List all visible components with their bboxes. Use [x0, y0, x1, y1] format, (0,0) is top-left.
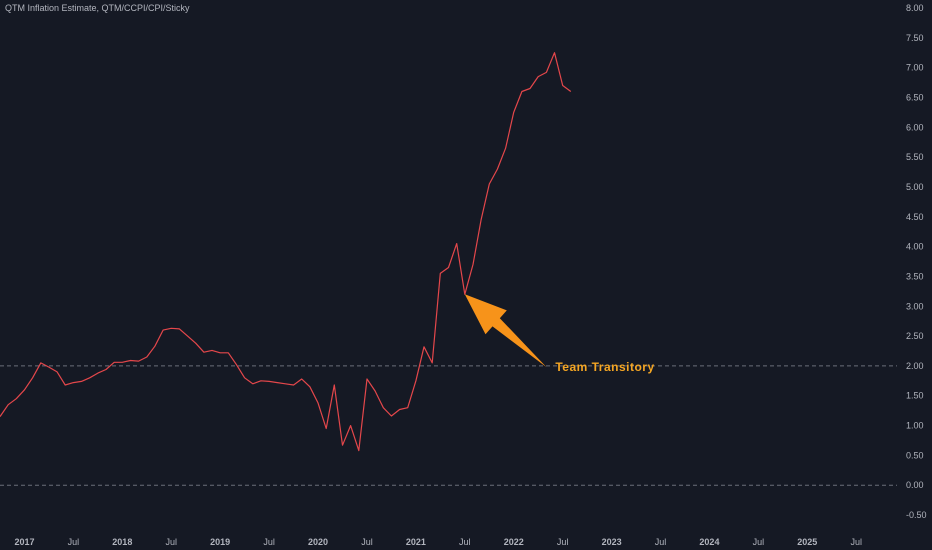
- y-tick-label: 1.00: [906, 421, 924, 431]
- x-tick-label: 2024: [699, 537, 719, 547]
- x-tick-label: Jul: [361, 537, 373, 547]
- y-tick-label: 3.00: [906, 301, 924, 311]
- y-tick-label: 3.50: [906, 271, 924, 281]
- y-tick-label: 6.00: [906, 122, 924, 132]
- y-tick-label: 2.50: [906, 331, 924, 341]
- y-tick-label: 1.50: [906, 391, 924, 401]
- y-tick-label: 6.50: [906, 92, 924, 102]
- y-tick-label: -0.50: [906, 510, 927, 520]
- x-tick-label: 2019: [210, 537, 230, 547]
- x-tick-label: Jul: [68, 537, 80, 547]
- x-tick-label: Jul: [459, 537, 471, 547]
- y-tick-label: 0.50: [906, 450, 924, 460]
- series-line-0: [0, 52, 572, 452]
- y-tick-label: 0.00: [906, 480, 924, 490]
- annotation-group: Team Transitory: [464, 294, 654, 374]
- x-tick-label: 2021: [406, 537, 426, 547]
- x-tick-label: 2023: [602, 537, 622, 547]
- x-tick-label: Jul: [165, 537, 177, 547]
- annotation-arrow: [464, 294, 547, 368]
- x-tick-label: 2018: [112, 537, 132, 547]
- reference-lines: [0, 365, 897, 486]
- x-tick-label: Jul: [753, 537, 765, 547]
- x-tick-label: Jul: [263, 537, 275, 547]
- x-tick-label: 2020: [308, 537, 328, 547]
- x-tick-label: Jul: [557, 537, 569, 547]
- y-axis-ticks: 8.00 7.50 7.00 6.50 6.00 5.50 5.00 4.50 4.00 3.50…: [906, 3, 927, 520]
- series-group: [0, 52, 572, 452]
- chart-title: QTM Inflation Estimate, QTM/CCPI/CPI/Sti…: [5, 3, 190, 13]
- x-tick-label: 2022: [504, 537, 524, 547]
- y-tick-label: 2.00: [906, 361, 924, 371]
- y-tick-label: 7.00: [906, 63, 924, 73]
- x-tick-label: 2025: [797, 537, 817, 547]
- y-tick-label: 4.00: [906, 242, 924, 252]
- x-tick-label: Jul: [850, 537, 862, 547]
- annotation-label: Team Transitory: [555, 360, 654, 374]
- y-tick-label: 5.50: [906, 152, 924, 162]
- y-tick-label: 8.00: [906, 3, 924, 13]
- x-axis-ticks: 2017 Jul 2018 Jul 2019 Jul 2020 Jul 2021 Jul 2022 J…: [14, 537, 862, 547]
- x-tick-label: 2017: [14, 537, 34, 547]
- y-tick-label: 4.50: [906, 212, 924, 222]
- y-tick-label: 5.00: [906, 182, 924, 192]
- x-tick-label: Jul: [655, 537, 667, 547]
- y-tick-label: 7.50: [906, 33, 924, 43]
